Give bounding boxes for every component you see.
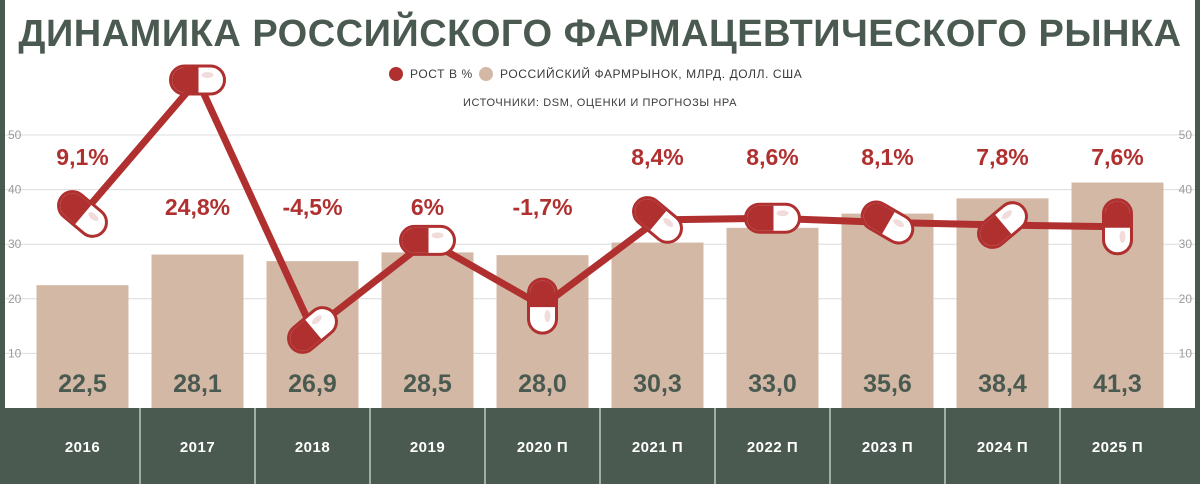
category-label: 2024 П	[977, 439, 1028, 456]
y-tick-label-left: 40	[8, 183, 22, 197]
category-label: 2023 П	[862, 439, 913, 456]
pill-half	[290, 320, 321, 351]
category-label: 2018	[295, 439, 330, 456]
pill-half	[60, 193, 91, 224]
pill-marker	[860, 200, 915, 245]
pill-half	[980, 215, 1011, 246]
y-tick-label-left: 30	[8, 237, 22, 251]
pill-marker	[399, 224, 456, 256]
growth-value-label: 8,6%	[746, 144, 798, 170]
pill-divider	[993, 214, 1012, 236]
category-label: 2020 П	[517, 439, 568, 456]
bar	[381, 252, 474, 408]
legend: РОСТ В % РОССИЙСКИЙ ФАРМРЫНОК, МЛРД. ДОЛ…	[389, 66, 802, 81]
growth-value-label: 7,6%	[1091, 144, 1143, 170]
pill-shine	[1001, 210, 1012, 220]
growth-line-path	[79, 76, 1121, 334]
category-label: 2021 П	[632, 439, 683, 456]
bar-value-label: 30,3	[633, 370, 682, 398]
category-label: 2019	[410, 439, 445, 456]
source-note: ИСТОЧНИКИ: DSM, ОЦЕНКИ И ПРОГНОЗЫ НРА	[463, 97, 737, 109]
bar	[841, 213, 934, 408]
growth-value-label: 9,1%	[56, 144, 108, 170]
y-tick-label-left: 10	[8, 346, 22, 360]
chart-title: ДИНАМИКА РОССИЙСКОГО ФАРМАЦЕВТИЧЕСКОГО Р…	[18, 10, 1181, 55]
pill-half	[402, 227, 428, 253]
pill-half	[863, 203, 894, 234]
pill-marker	[169, 64, 226, 96]
bar	[726, 227, 819, 408]
pill-marker	[287, 306, 338, 354]
growth-value-label: 8,1%	[861, 144, 913, 170]
pill-shine	[431, 232, 444, 239]
y-tick-label-right: 50	[1179, 128, 1193, 142]
bar-value-label: 33,0	[748, 370, 797, 398]
pill-divider	[880, 211, 895, 234]
pill-half	[635, 199, 666, 230]
category-label: 2016	[65, 439, 100, 456]
bar-value-label: 41,3	[1093, 370, 1142, 398]
pill-shine	[893, 219, 905, 228]
growth-value-label: 6%	[411, 194, 444, 220]
bar-value-label: 28,1	[173, 370, 222, 398]
legend-market-label: РОССИЙСКИЙ ФАРМРЫНОК, МЛРД. ДОЛЛ. США	[500, 66, 802, 81]
growth-value-label: -1,7%	[512, 194, 572, 220]
frame-left	[0, 0, 5, 484]
y-tick-label-right: 10	[1179, 346, 1193, 360]
pill-shine	[1119, 230, 1126, 243]
pill-marker	[744, 202, 801, 234]
legend-market-marker	[479, 67, 493, 81]
pill-half	[172, 67, 198, 93]
pill-shine	[201, 72, 214, 78]
category-label: 2025 П	[1092, 439, 1143, 456]
pill-marker	[632, 196, 683, 244]
bar-value-label: 28,5	[403, 370, 452, 398]
value-labels: 22,5 28,1 26,9 28,5 28,0 30,3 33,0 35,6 38,4 41,3	[58, 370, 1142, 398]
category-label: 2017	[180, 439, 215, 456]
bar-value-label: 38,4	[978, 370, 1027, 398]
legend-growth-label: РОСТ В %	[410, 67, 473, 81]
bar	[151, 254, 244, 408]
category-axis: 2016 2017 2018 2019 2020 П 2021 П 2022 П 2023 П…	[65, 408, 1143, 484]
pill-half	[1105, 201, 1130, 227]
pill-divider	[73, 203, 92, 225]
pill-marker	[1102, 198, 1133, 256]
pill-shine	[663, 218, 674, 228]
y-tick-label-left: 50	[8, 128, 22, 142]
category-label: 2022 П	[747, 439, 798, 456]
bar-value-label: 26,9	[288, 370, 337, 398]
pill-marker	[57, 190, 108, 238]
bar-value-label: 28,0	[518, 370, 567, 398]
bar-value-label: 22,5	[58, 370, 107, 398]
pill-half	[530, 280, 555, 307]
y-tick-label-right: 30	[1179, 237, 1193, 251]
bar	[36, 285, 129, 408]
growth-value-label: 8,4%	[631, 144, 683, 170]
pill-marker	[527, 277, 558, 335]
pill-half	[747, 205, 773, 231]
frame-right	[1195, 0, 1200, 484]
y-tick-label-right: 20	[1179, 292, 1193, 306]
pill-shine	[311, 315, 322, 325]
growth-value-label: 24,8%	[165, 194, 230, 220]
pill-divider	[648, 209, 667, 231]
pill-shine	[88, 212, 99, 222]
pill-shine	[544, 310, 551, 323]
legend-growth-marker	[389, 67, 403, 81]
pill-marker	[977, 201, 1028, 249]
pill-shine	[776, 210, 789, 217]
growth-line	[57, 64, 1133, 354]
y-tick-label-left: 20	[8, 292, 22, 306]
bar	[611, 242, 704, 408]
bar-value-label: 35,6	[863, 370, 912, 398]
y-tick-label-right: 40	[1179, 183, 1193, 197]
growth-value-label: -4,5%	[282, 194, 342, 220]
growth-labels: 9,1% 24,8% -4,5% 6% -1,7% 8,4% 8,6% 8,1% 7,8% 7,6…	[56, 144, 1143, 220]
growth-value-label: 7,8%	[976, 144, 1028, 170]
y-axis-ticks: 10 10 20 20 30 30 40 40 50 50	[8, 128, 1192, 360]
pill-divider	[303, 319, 322, 341]
